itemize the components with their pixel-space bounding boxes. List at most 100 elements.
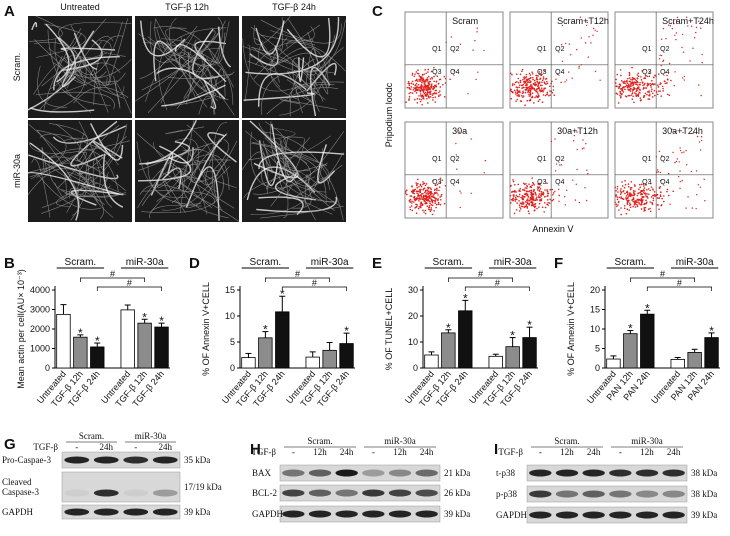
event-dot bbox=[432, 199, 434, 202]
event-dot bbox=[422, 196, 425, 199]
bar bbox=[441, 332, 456, 369]
event-dot bbox=[682, 77, 684, 79]
event-dot bbox=[435, 187, 438, 190]
event-dot bbox=[429, 86, 432, 88]
event-dot bbox=[615, 78, 617, 81]
event-dot bbox=[423, 211, 425, 213]
flow-plot: Q1 Q2 Q3 Q4 30a+T12h bbox=[509, 121, 609, 219]
event-dot bbox=[431, 204, 434, 207]
fiber bbox=[171, 147, 194, 203]
event-dot bbox=[437, 194, 439, 196]
fiber bbox=[64, 121, 101, 197]
fiber bbox=[161, 140, 238, 211]
event-dot bbox=[636, 205, 639, 208]
y-axis-label: Mean actin per cell(AU× 10⁻³) bbox=[16, 269, 26, 389]
bar bbox=[488, 355, 503, 369]
y-tick-label: 10 bbox=[408, 337, 418, 347]
event-dot bbox=[419, 190, 422, 192]
event-dot bbox=[635, 95, 638, 98]
fiber bbox=[260, 19, 342, 44]
fiber bbox=[136, 132, 194, 181]
event-dot bbox=[409, 201, 411, 203]
fiber bbox=[31, 158, 51, 218]
event-dot bbox=[515, 194, 518, 197]
fiber bbox=[79, 60, 109, 113]
event-dot bbox=[669, 203, 671, 205]
event-dot bbox=[533, 206, 536, 209]
event-dot bbox=[542, 90, 544, 93]
fiber bbox=[182, 149, 201, 152]
event-dot bbox=[421, 198, 423, 200]
fiber bbox=[198, 95, 216, 115]
event-dot bbox=[637, 95, 640, 97]
event-dot bbox=[540, 190, 543, 193]
event-dot bbox=[616, 73, 619, 76]
event-dot bbox=[617, 200, 620, 203]
event-dot bbox=[592, 34, 594, 36]
event-dot bbox=[424, 209, 427, 212]
event-dot bbox=[651, 96, 654, 98]
event-dot bbox=[565, 79, 568, 81]
event-dot bbox=[636, 201, 639, 203]
y-tick-label: 0 bbox=[413, 363, 418, 373]
panel-letter: G bbox=[4, 436, 16, 453]
event-dot bbox=[643, 203, 645, 206]
event-dot bbox=[662, 59, 665, 62]
event-dot bbox=[523, 82, 526, 84]
event-dot bbox=[439, 86, 442, 88]
significance-star: * bbox=[78, 326, 83, 340]
event-dot bbox=[517, 90, 520, 93]
fiber bbox=[138, 145, 192, 182]
event-dot bbox=[428, 84, 430, 86]
event-dot bbox=[409, 91, 412, 94]
event-dot bbox=[526, 185, 529, 188]
fiber bbox=[260, 205, 344, 219]
event-dot bbox=[619, 193, 622, 196]
quadrant-label: Q1 bbox=[642, 156, 651, 163]
fiber bbox=[253, 24, 321, 80]
event-dot bbox=[422, 96, 424, 98]
blot-strip bbox=[61, 451, 181, 469]
event-dot bbox=[626, 82, 629, 84]
event-dot bbox=[668, 62, 671, 65]
event-dot bbox=[539, 84, 542, 87]
event-dot bbox=[538, 186, 540, 189]
bar bbox=[640, 313, 655, 369]
event-dot bbox=[439, 90, 441, 92]
event-dot bbox=[420, 185, 423, 188]
event-dot bbox=[438, 91, 440, 94]
size-label: 39 kDa bbox=[691, 510, 717, 520]
event-dot bbox=[541, 73, 543, 76]
fiber bbox=[73, 86, 129, 104]
event-dot bbox=[425, 79, 427, 81]
event-dot bbox=[666, 188, 669, 191]
event-dot bbox=[630, 180, 633, 183]
size-label: 35 kDa bbox=[184, 455, 210, 465]
event-dot bbox=[410, 195, 413, 197]
event-dot bbox=[548, 202, 551, 204]
event-dot bbox=[424, 80, 427, 83]
event-dot bbox=[683, 79, 686, 81]
event-dot bbox=[522, 189, 524, 191]
event-dot bbox=[622, 190, 625, 192]
quadrant-label: Q2 bbox=[450, 46, 459, 53]
bar bbox=[322, 349, 337, 369]
band bbox=[93, 456, 119, 464]
significance-star: * bbox=[344, 324, 349, 338]
event-dot bbox=[543, 211, 546, 213]
band bbox=[388, 510, 412, 518]
fiber bbox=[179, 52, 235, 116]
event-dot bbox=[634, 206, 637, 208]
event-dot bbox=[653, 190, 656, 193]
event-dot bbox=[549, 94, 552, 96]
event-dot bbox=[414, 90, 416, 93]
event-dot bbox=[546, 199, 549, 201]
event-dot bbox=[641, 82, 644, 84]
event-dot bbox=[673, 84, 675, 87]
event-dot bbox=[633, 203, 636, 206]
fiber bbox=[255, 20, 285, 55]
event-dot bbox=[420, 193, 423, 195]
event-dot bbox=[627, 83, 630, 86]
event-dot bbox=[436, 183, 439, 186]
bracket-label: # bbox=[677, 278, 682, 288]
